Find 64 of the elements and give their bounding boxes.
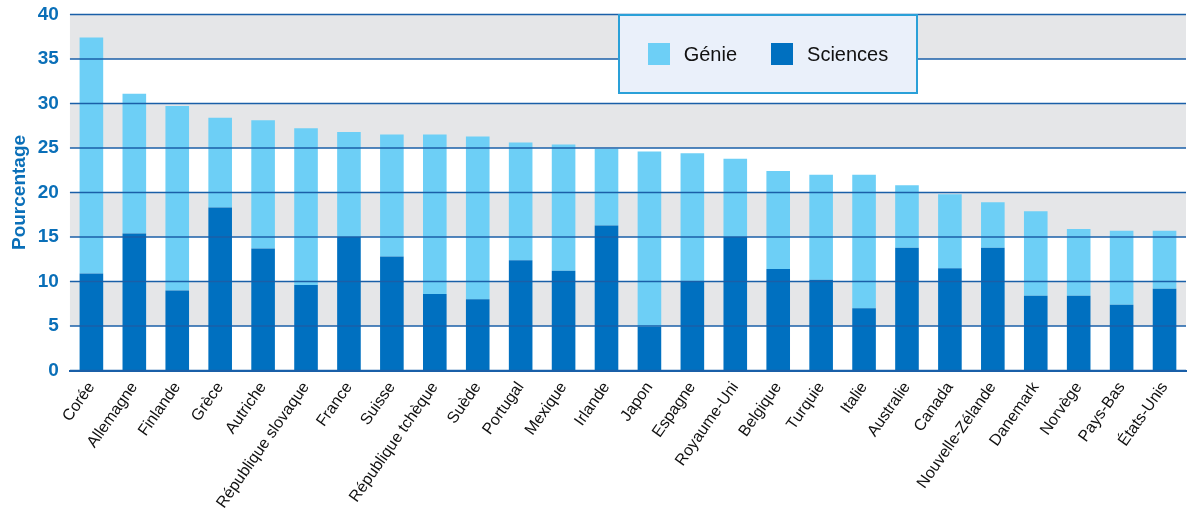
bar xyxy=(981,202,1005,248)
bar xyxy=(852,308,876,371)
legend-label: Génie xyxy=(683,42,738,66)
bar xyxy=(1152,288,1177,371)
bar xyxy=(1066,295,1091,371)
bar xyxy=(551,144,576,271)
bar xyxy=(1109,230,1134,305)
bar xyxy=(165,290,190,371)
bar xyxy=(1152,230,1177,289)
bar xyxy=(1109,304,1134,371)
bar xyxy=(637,151,662,327)
bar xyxy=(337,131,361,238)
y-tick-label: 20 xyxy=(37,180,59,202)
bar xyxy=(122,233,147,371)
bar xyxy=(465,299,490,371)
bar xyxy=(380,134,404,257)
bar xyxy=(423,293,447,371)
bar xyxy=(122,93,147,234)
bar xyxy=(251,120,275,249)
bar xyxy=(895,247,919,371)
bar xyxy=(766,171,791,270)
bar xyxy=(938,194,962,269)
bar xyxy=(208,207,232,371)
bar xyxy=(852,174,876,309)
bar xyxy=(465,136,490,300)
legend-label: Sciences xyxy=(807,42,889,66)
y-tick-label: 30 xyxy=(37,91,59,113)
bar xyxy=(766,269,791,371)
bar xyxy=(594,148,619,226)
y-tick-label: 25 xyxy=(37,136,60,158)
bar xyxy=(723,237,748,371)
bar xyxy=(294,285,318,371)
bar xyxy=(938,268,962,371)
bar xyxy=(294,128,318,286)
bar xyxy=(165,106,190,291)
y-tick-label: 0 xyxy=(48,358,59,380)
bar xyxy=(981,247,1005,371)
bar xyxy=(380,256,404,371)
bar xyxy=(1066,228,1091,296)
bar xyxy=(895,185,919,248)
bar xyxy=(680,281,705,371)
bar xyxy=(1023,295,1048,371)
bar xyxy=(809,174,833,280)
bar xyxy=(337,237,361,371)
bar xyxy=(508,260,533,371)
bar xyxy=(208,117,232,208)
bar xyxy=(79,273,104,371)
bar xyxy=(809,279,833,371)
y-tick-label: 10 xyxy=(37,269,59,291)
bar xyxy=(508,142,533,261)
bar xyxy=(551,270,576,371)
bar xyxy=(79,37,104,274)
bar xyxy=(423,134,447,294)
y-axis-title: Pourcentage xyxy=(7,134,29,251)
y-tick-label: 15 xyxy=(37,225,60,247)
bar xyxy=(637,326,662,371)
bar xyxy=(680,153,705,282)
bar xyxy=(594,225,619,371)
y-tick-label: 5 xyxy=(48,314,60,336)
bar xyxy=(723,158,748,238)
bar xyxy=(251,248,275,371)
y-tick-label: 35 xyxy=(37,47,60,69)
y-tick-label: 40 xyxy=(37,2,59,24)
bar xyxy=(1023,211,1048,296)
